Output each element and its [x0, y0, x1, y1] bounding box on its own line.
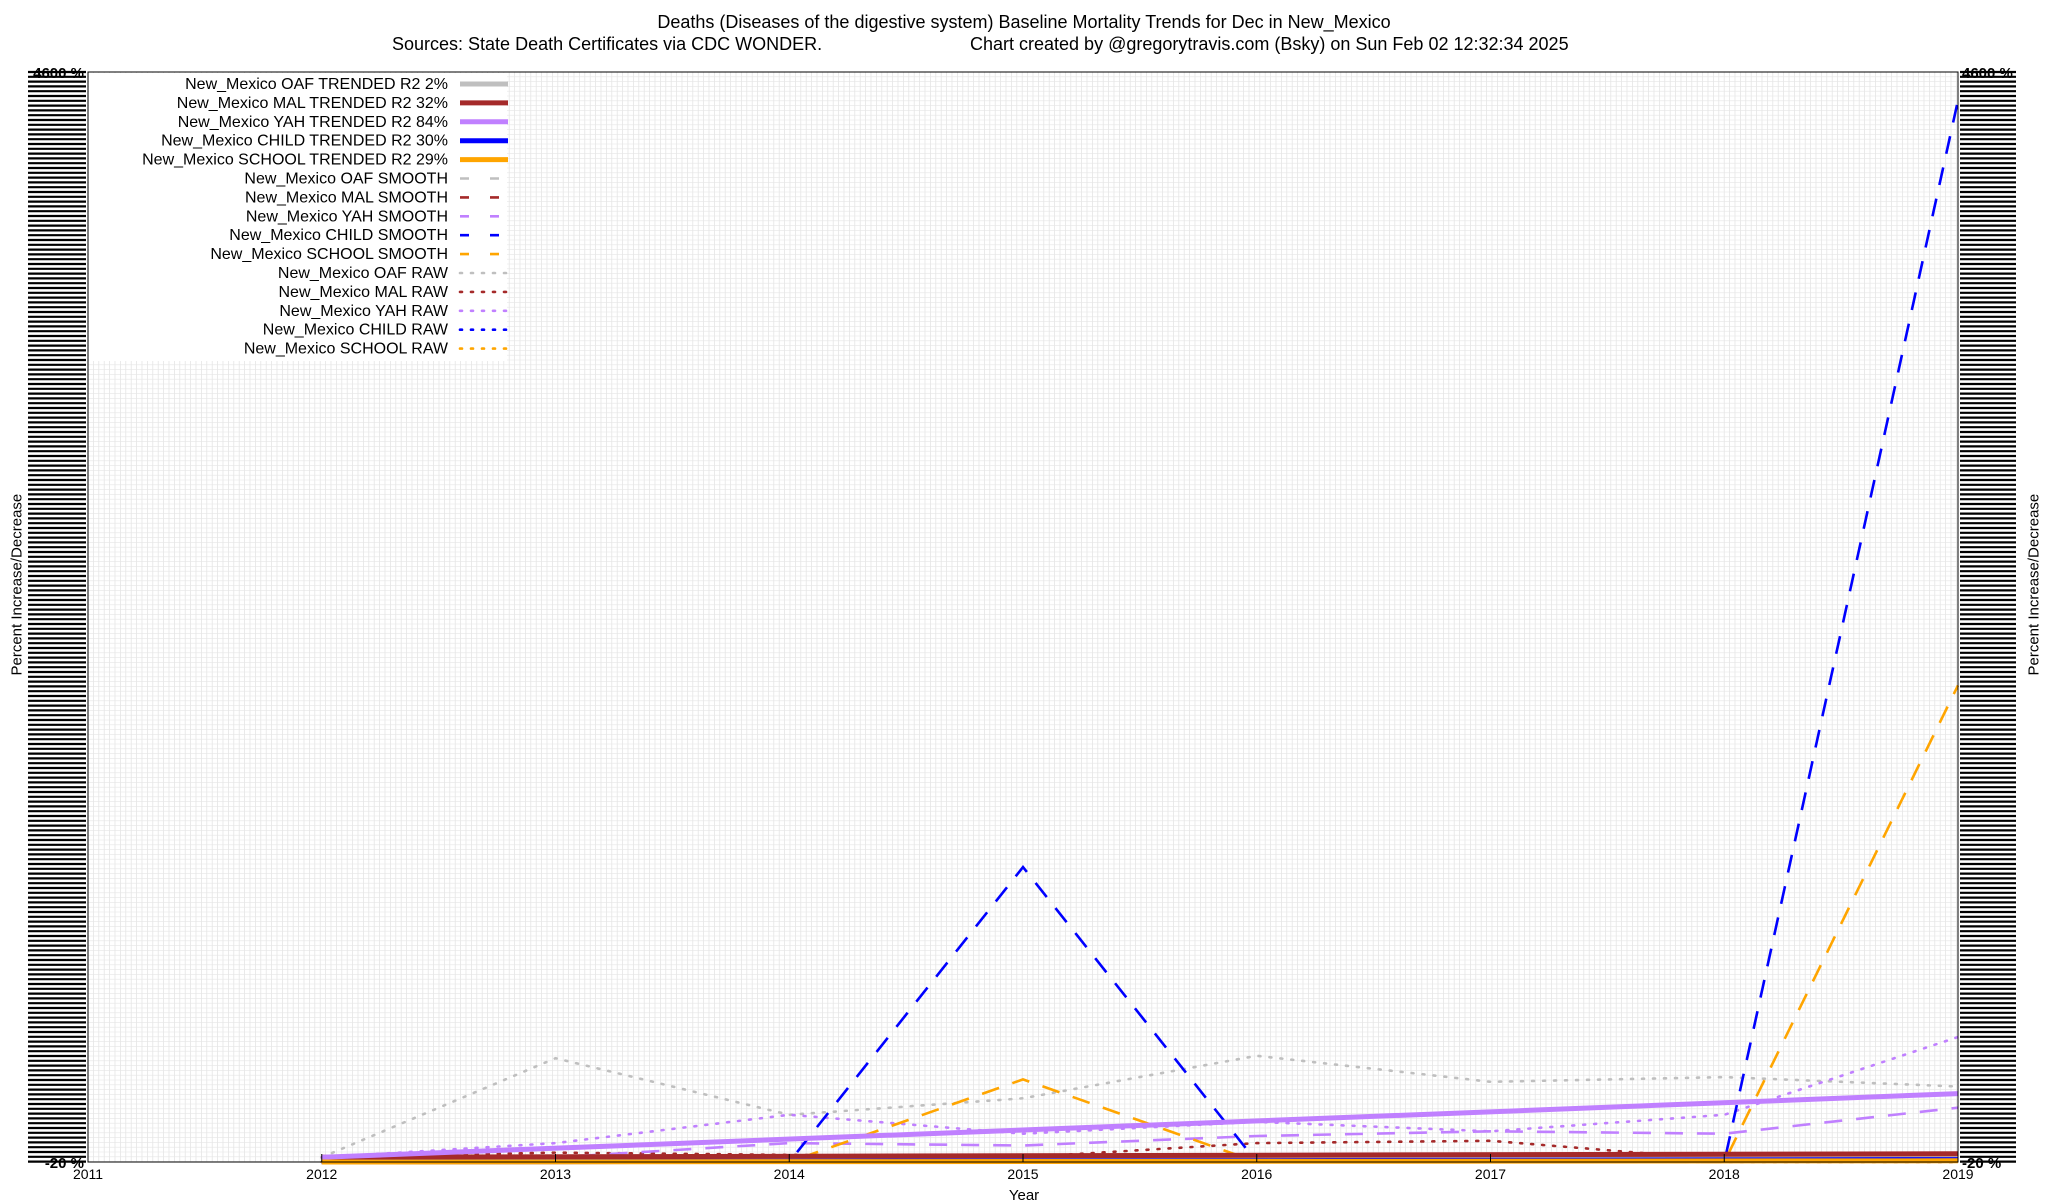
series-line-mal-solid [321, 1151, 1959, 1160]
chart-title: Deaths (Diseases of the digestive system… [657, 12, 1391, 32]
legend-label: New_Mexico MAL RAW [278, 284, 448, 301]
y-axis-label-right: Percent Increase/Decrease [2025, 493, 2043, 676]
x-tick-label: 2017 [1475, 1166, 1506, 1182]
x-tick-label: 2015 [1007, 1166, 1038, 1182]
legend-label: New_Mexico YAH RAW [279, 303, 449, 320]
legend: New_Mexico OAF TRENDED R2 2% New_Mexico M… [89, 73, 510, 361]
legend-label: New_Mexico MAL SMOOTH [245, 189, 448, 206]
y-axis-label-left: Percent Increase/Decrease [8, 493, 26, 676]
legend-label: New_Mexico SCHOOL SMOOTH [210, 246, 448, 263]
series-line-school-dash [321, 684, 1960, 1164]
series-line-yah-solid [321, 1091, 1959, 1160]
y-tick-label: -20 % [1962, 1155, 2001, 1172]
series-line-oaf-dot [320, 1054, 1960, 1159]
x-tick-label: 2016 [1241, 1166, 1272, 1182]
legend-label: New_Mexico CHILD RAW [263, 322, 449, 339]
legend-label: New_Mexico SCHOOL TRENDED R2 29% [142, 152, 448, 169]
series-lines [320, 100, 1960, 1165]
x-tick-label: 2011 [73, 1166, 103, 1182]
x-tick-label: 2018 [1709, 1166, 1740, 1182]
series-line-yah-dash [321, 1106, 1959, 1164]
legend-label: New_Mexico OAF SMOOTH [244, 171, 448, 188]
legend-label: New_Mexico CHILD TRENDED R2 30% [161, 133, 448, 150]
y-tick-label: 4600 % [1962, 65, 2013, 82]
legend-label: New_Mexico YAH TRENDED R2 84% [178, 114, 448, 131]
legend-background [89, 73, 507, 361]
x-tick-label: 2019 [1942, 1166, 1973, 1182]
x-tick-label: 2013 [540, 1166, 571, 1182]
x-tick-label: 2014 [774, 1166, 805, 1182]
credit-note: Chart created by @gregorytravis.com (Bsk… [970, 34, 1569, 54]
series-line-yah-dot [320, 1035, 1960, 1159]
x-axis-label: Year [1008, 1187, 1040, 1204]
legend-label: New_Mexico MAL TRENDED R2 32% [177, 95, 448, 112]
legend-label: New_Mexico YAH SMOOTH [246, 208, 448, 225]
sources-note: Sources: State Death Certificates via CD… [392, 34, 823, 54]
legend-label: New_Mexico SCHOOL RAW [244, 341, 449, 358]
axes: -20 % 4600 % -20 % 4600 % 2011 2012 2013 2014 20… [28, 65, 2016, 1182]
legend-label: New_Mexico CHILD SMOOTH [229, 227, 448, 244]
legend-label: New_Mexico OAF TRENDED R2 2% [185, 76, 448, 93]
y-tick-label: 4600 % [33, 65, 84, 82]
x-tick-label: 2012 [306, 1166, 337, 1182]
grid [87, 71, 1958, 1162]
legend-label: New_Mexico OAF RAW [278, 265, 449, 282]
series-line-child-dash [321, 100, 1960, 1164]
y-tick-label: -20 % [45, 1155, 84, 1172]
